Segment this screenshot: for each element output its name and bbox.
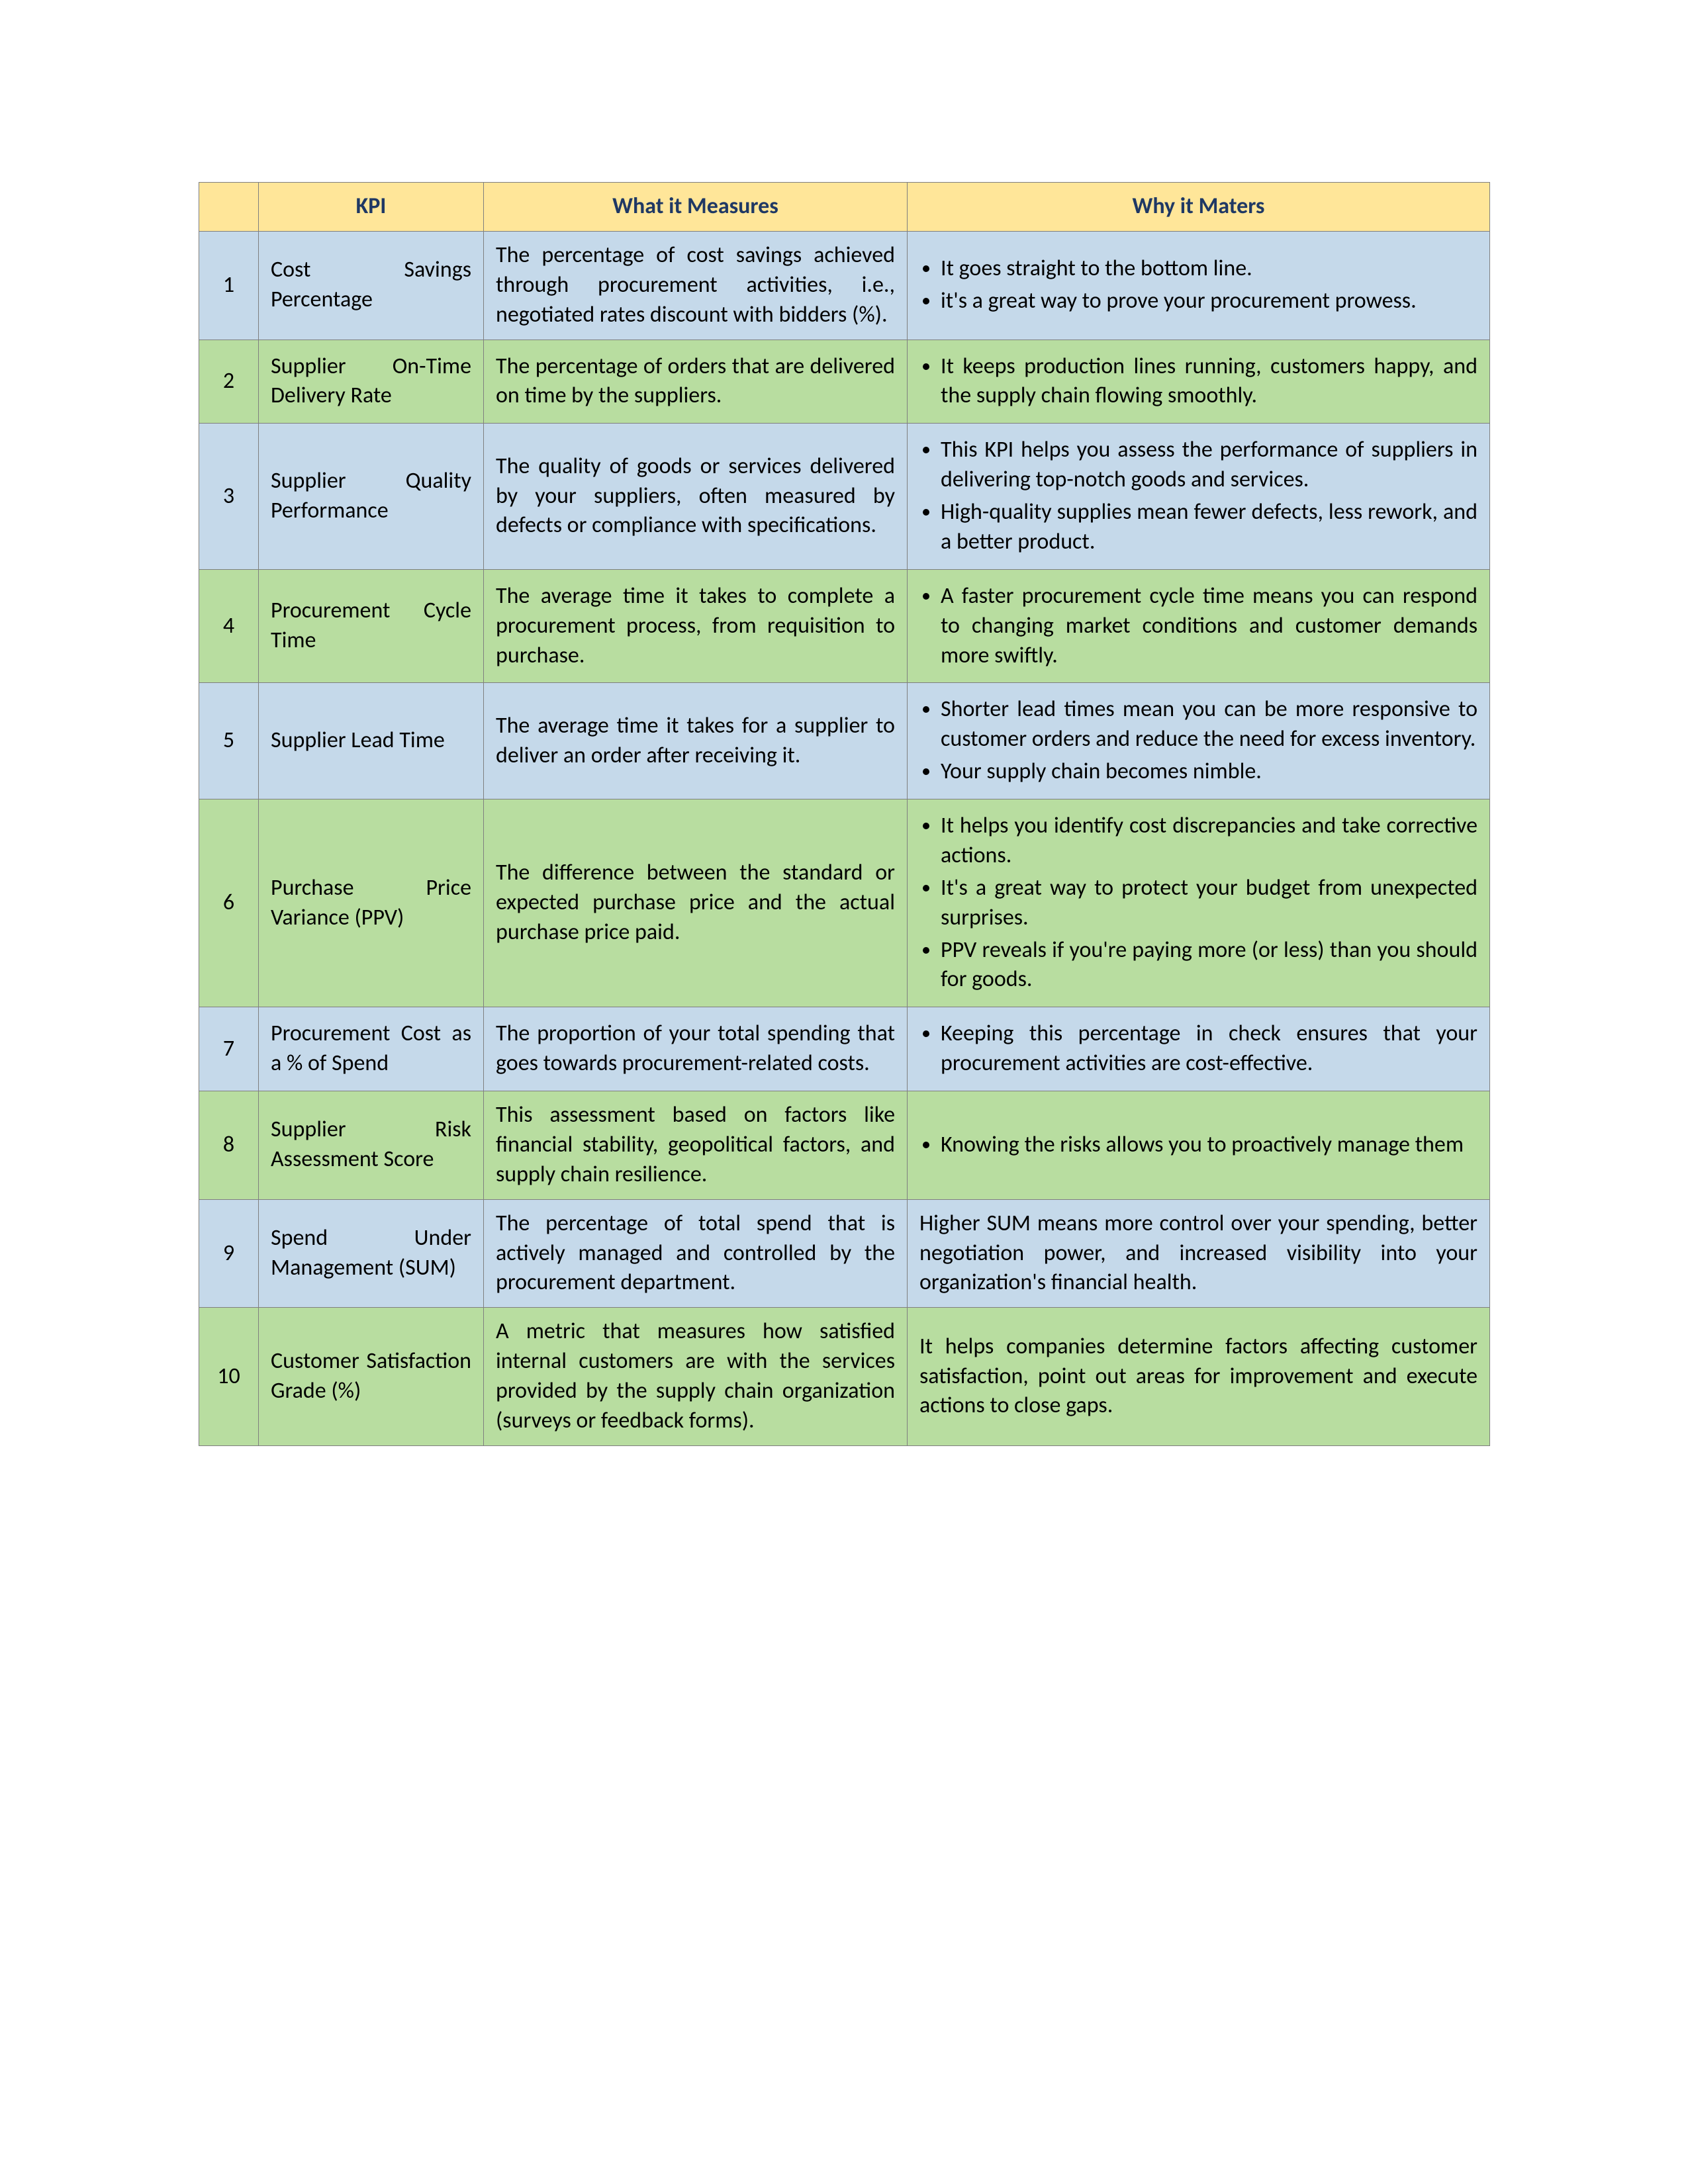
row-why: It helps companies determine factors aff… — [908, 1308, 1490, 1446]
why-bullet-list: Shorter lead times mean you can be more … — [919, 695, 1477, 787]
why-bullet-list: This KPI helps you assess the performanc… — [919, 435, 1477, 557]
row-measures: The quality of goods or services deliver… — [484, 424, 908, 570]
row-why: A faster procurement cycle time means yo… — [908, 569, 1490, 683]
row-measures: The difference between the standard or e… — [484, 799, 908, 1007]
row-kpi-name: Spend Under Management (SUM) — [259, 1199, 484, 1308]
row-measures: The average time it takes for a supplier… — [484, 683, 908, 799]
row-why: Shorter lead times mean you can be more … — [908, 683, 1490, 799]
table-row: 4Procurement Cycle TimeThe average time … — [199, 569, 1490, 683]
why-bullet-list: It goes straight to the bottom line. it's… — [919, 254, 1477, 316]
row-measures: The average time it takes to complete a … — [484, 569, 908, 683]
table-row: 1Cost Savings PercentageThe percentage o… — [199, 231, 1490, 340]
table-row: 9Spend Under Management (SUM)The percent… — [199, 1199, 1490, 1308]
table-row: 7Procurement Cost as a % of SpendThe pro… — [199, 1007, 1490, 1091]
why-bullet-item: Shorter lead times mean you can be more … — [941, 695, 1477, 754]
row-number: 7 — [199, 1007, 259, 1091]
why-bullet-item: High-quality supplies mean fewer defects… — [941, 498, 1477, 557]
row-kpi-name: Purchase Price Variance (PPV) — [259, 799, 484, 1007]
why-bullet-item: This KPI helps you assess the performanc… — [941, 435, 1477, 495]
why-bullet-list: Keeping this percentage in check ensures… — [919, 1019, 1477, 1079]
row-number: 8 — [199, 1091, 259, 1200]
row-number: 6 — [199, 799, 259, 1007]
header-measures: What it Measures — [484, 183, 908, 232]
row-number: 1 — [199, 231, 259, 340]
row-kpi-name: Procurement Cost as a % of Spend — [259, 1007, 484, 1091]
table-row: 8Supplier Risk Assessment ScoreThis asse… — [199, 1091, 1490, 1200]
why-bullet-item: It goes straight to the bottom line. — [941, 254, 1477, 284]
why-bullet-item: PPV reveals if you're paying more (or le… — [941, 936, 1477, 995]
row-kpi-name: Supplier Risk Assessment Score — [259, 1091, 484, 1200]
row-kpi-name: Supplier Quality Performance — [259, 424, 484, 570]
row-measures: The proportion of your total spending th… — [484, 1007, 908, 1091]
header-number — [199, 183, 259, 232]
why-bullet-item: It keeps production lines running, custo… — [941, 352, 1477, 412]
why-bullet-list: Knowing the risks allows you to proactiv… — [919, 1130, 1477, 1160]
table-row: 5Supplier Lead TimeThe average time it t… — [199, 683, 1490, 799]
row-why: Higher SUM means more control over your … — [908, 1199, 1490, 1308]
row-measures: The percentage of cost savings achieved … — [484, 231, 908, 340]
header-kpi: KPI — [259, 183, 484, 232]
row-number: 3 — [199, 424, 259, 570]
kpi-table-container: KPI What it Measures Why it Maters 1Cost… — [199, 182, 1489, 1446]
why-bullet-list: It helps you identify cost discrepancies… — [919, 811, 1477, 995]
row-number: 4 — [199, 569, 259, 683]
row-kpi-name: Cost Savings Percentage — [259, 231, 484, 340]
kpi-table-head: KPI What it Measures Why it Maters — [199, 183, 1490, 232]
row-kpi-name: Supplier Lead Time — [259, 683, 484, 799]
why-bullet-list: A faster procurement cycle time means yo… — [919, 582, 1477, 671]
row-kpi-name: Customer Satisfaction Grade (%) — [259, 1308, 484, 1446]
row-why: This KPI helps you assess the performanc… — [908, 424, 1490, 570]
kpi-header-row: KPI What it Measures Why it Maters — [199, 183, 1490, 232]
why-bullet-list: It keeps production lines running, custo… — [919, 352, 1477, 412]
table-row: 2Supplier On-Time Delivery RateThe perce… — [199, 340, 1490, 424]
why-bullet-item: Keeping this percentage in check ensures… — [941, 1019, 1477, 1079]
row-number: 9 — [199, 1199, 259, 1308]
row-why: It keeps production lines running, custo… — [908, 340, 1490, 424]
row-measures: The percentage of total spend that is ac… — [484, 1199, 908, 1308]
row-why: It helps you identify cost discrepancies… — [908, 799, 1490, 1007]
table-row: 3Supplier Quality PerformanceThe quality… — [199, 424, 1490, 570]
row-measures: This assessment based on factors like fi… — [484, 1091, 908, 1200]
why-bullet-item: Knowing the risks allows you to proactiv… — [941, 1130, 1477, 1160]
table-row: 6Purchase Price Variance (PPV)The differ… — [199, 799, 1490, 1007]
header-why: Why it Maters — [908, 183, 1490, 232]
row-number: 2 — [199, 340, 259, 424]
why-bullet-item: it's a great way to prove your procureme… — [941, 287, 1477, 316]
kpi-table: KPI What it Measures Why it Maters 1Cost… — [199, 182, 1490, 1446]
row-why: It goes straight to the bottom line. it's… — [908, 231, 1490, 340]
page: KPI What it Measures Why it Maters 1Cost… — [0, 0, 1688, 2184]
why-bullet-item: It helps you identify cost discrepancies… — [941, 811, 1477, 871]
row-measures: A metric that measures how satisfied int… — [484, 1308, 908, 1446]
table-row: 10Customer Satisfaction Grade (%)A metri… — [199, 1308, 1490, 1446]
why-bullet-item: Your supply chain becomes nimble. — [941, 757, 1477, 787]
why-bullet-item: It's a great way to protect your budget … — [941, 874, 1477, 933]
row-number: 5 — [199, 683, 259, 799]
why-text: It helps companies determine factors aff… — [919, 1332, 1477, 1422]
why-bullet-item: A faster procurement cycle time means yo… — [941, 582, 1477, 671]
kpi-table-body: 1Cost Savings PercentageThe percentage o… — [199, 231, 1490, 1445]
row-number: 10 — [199, 1308, 259, 1446]
row-why: Keeping this percentage in check ensures… — [908, 1007, 1490, 1091]
why-text: Higher SUM means more control over your … — [919, 1209, 1477, 1298]
row-why: Knowing the risks allows you to proactiv… — [908, 1091, 1490, 1200]
row-kpi-name: Procurement Cycle Time — [259, 569, 484, 683]
row-measures: The percentage of orders that are delive… — [484, 340, 908, 424]
row-kpi-name: Supplier On-Time Delivery Rate — [259, 340, 484, 424]
